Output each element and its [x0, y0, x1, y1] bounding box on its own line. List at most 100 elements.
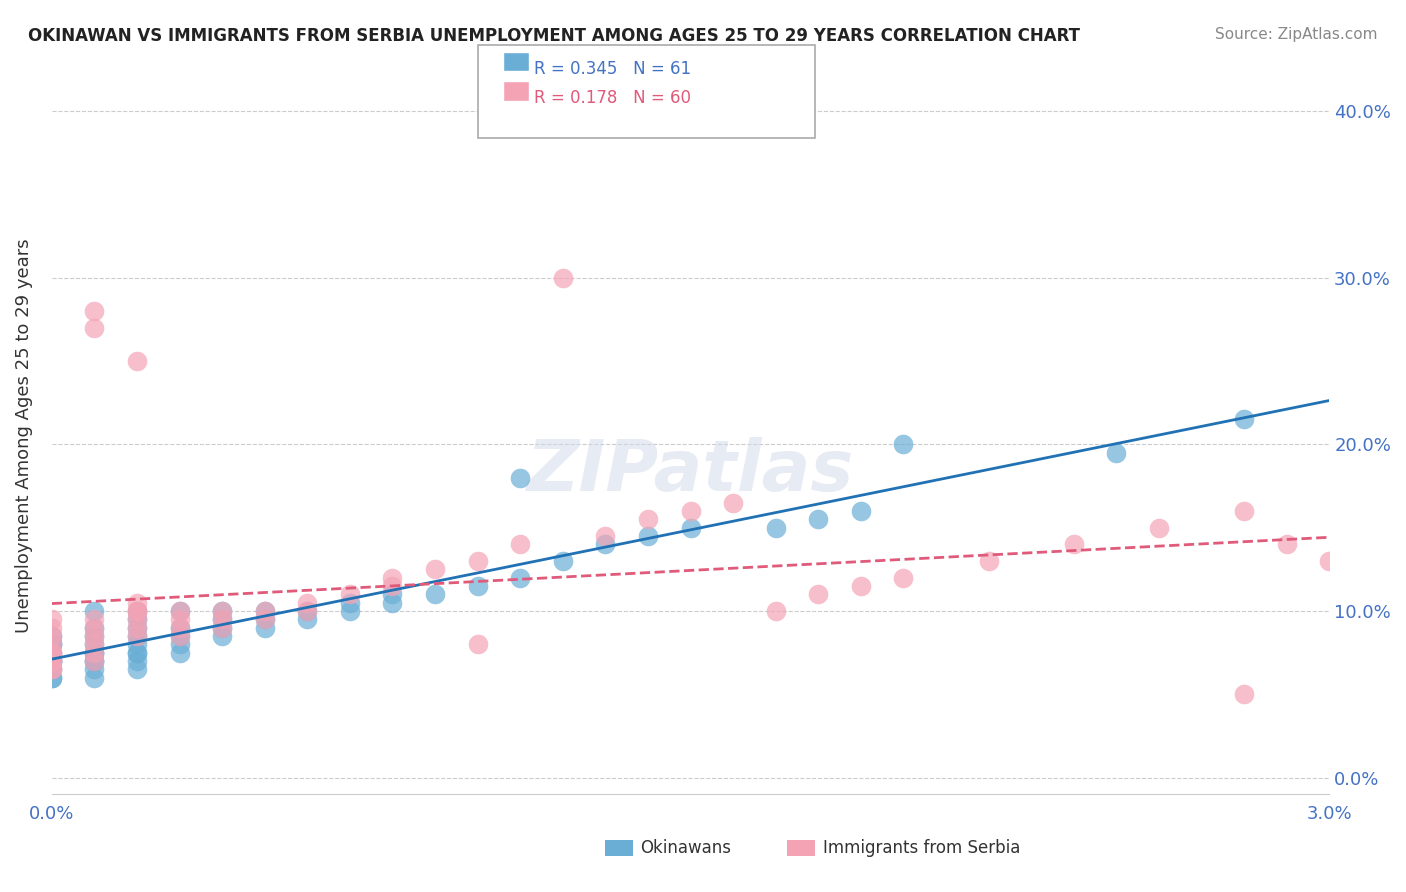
Point	[211, 612, 233, 626]
Point	[467, 554, 489, 568]
Point	[423, 562, 446, 576]
Text: Source: ZipAtlas.com: Source: ZipAtlas.com	[1215, 27, 1378, 42]
Point	[1105, 445, 1128, 459]
Point	[125, 604, 148, 618]
Point	[41, 612, 63, 626]
Point	[169, 612, 191, 626]
Point	[169, 621, 191, 635]
Point	[339, 596, 361, 610]
Point	[83, 646, 105, 660]
Point	[125, 604, 148, 618]
Point	[125, 637, 148, 651]
Point	[253, 612, 276, 626]
Point	[1317, 554, 1340, 568]
Text: R = 0.178   N = 60: R = 0.178 N = 60	[534, 89, 692, 107]
Point	[41, 646, 63, 660]
Point	[637, 529, 659, 543]
Point	[83, 637, 105, 651]
Point	[1233, 504, 1256, 518]
Point	[211, 621, 233, 635]
Point	[721, 495, 744, 509]
Point	[125, 646, 148, 660]
Point	[679, 504, 702, 518]
Point	[125, 354, 148, 368]
Point	[297, 596, 319, 610]
Point	[765, 520, 787, 534]
Point	[125, 612, 148, 626]
Point	[1233, 687, 1256, 701]
Y-axis label: Unemployment Among Ages 25 to 29 years: Unemployment Among Ages 25 to 29 years	[15, 238, 32, 633]
Point	[125, 654, 148, 668]
Point	[41, 637, 63, 651]
Point	[83, 629, 105, 643]
Point	[595, 529, 617, 543]
Point	[1233, 412, 1256, 426]
Point	[41, 637, 63, 651]
Point	[41, 654, 63, 668]
Point	[41, 637, 63, 651]
Point	[381, 596, 404, 610]
Point	[41, 646, 63, 660]
Point	[83, 612, 105, 626]
Point	[893, 571, 915, 585]
Text: OKINAWAN VS IMMIGRANTS FROM SERBIA UNEMPLOYMENT AMONG AGES 25 TO 29 YEARS CORREL: OKINAWAN VS IMMIGRANTS FROM SERBIA UNEMP…	[28, 27, 1080, 45]
Point	[83, 629, 105, 643]
Point	[381, 587, 404, 601]
Text: R = 0.345   N = 61: R = 0.345 N = 61	[534, 60, 692, 78]
Point	[169, 629, 191, 643]
Point	[1275, 537, 1298, 551]
Point	[381, 571, 404, 585]
Point	[125, 621, 148, 635]
Point	[41, 671, 63, 685]
Point	[297, 604, 319, 618]
Point	[83, 604, 105, 618]
Point	[849, 504, 872, 518]
Point	[765, 604, 787, 618]
Point	[893, 437, 915, 451]
Point	[41, 662, 63, 676]
Point	[169, 646, 191, 660]
Point	[169, 629, 191, 643]
Point	[807, 512, 830, 526]
Point	[83, 320, 105, 334]
Point	[977, 554, 1000, 568]
Point	[169, 604, 191, 618]
Point	[83, 621, 105, 635]
Point	[253, 604, 276, 618]
Point	[551, 554, 574, 568]
Point	[253, 621, 276, 635]
Point	[41, 671, 63, 685]
Text: Okinawans: Okinawans	[640, 839, 731, 857]
Point	[125, 646, 148, 660]
Point	[509, 470, 531, 484]
Point	[125, 604, 148, 618]
Point	[83, 662, 105, 676]
Point	[41, 629, 63, 643]
Point	[125, 612, 148, 626]
Point	[467, 637, 489, 651]
Point	[125, 621, 148, 635]
Point	[467, 579, 489, 593]
Point	[83, 646, 105, 660]
Point	[41, 662, 63, 676]
Point	[169, 621, 191, 635]
Point	[297, 612, 319, 626]
Point	[679, 520, 702, 534]
Point	[637, 512, 659, 526]
Point	[297, 604, 319, 618]
Point	[253, 612, 276, 626]
Point	[83, 637, 105, 651]
Point	[1361, 546, 1384, 560]
Point	[169, 637, 191, 651]
Point	[211, 604, 233, 618]
Point	[423, 587, 446, 601]
Point	[551, 270, 574, 285]
Point	[41, 646, 63, 660]
Point	[83, 621, 105, 635]
Point	[41, 654, 63, 668]
Point	[125, 662, 148, 676]
Point	[253, 604, 276, 618]
Point	[41, 654, 63, 668]
Point	[595, 537, 617, 551]
Point	[41, 662, 63, 676]
